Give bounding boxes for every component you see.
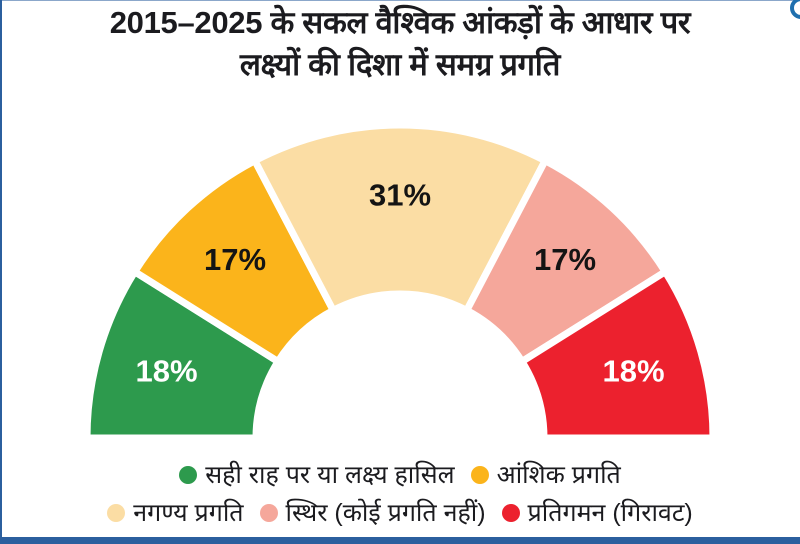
legend-item-1-2: प्रतिगमन (गिरावट) (501, 495, 693, 531)
gauge-segment-value-3: 17% (534, 242, 596, 277)
legend-item-0-0: सही राह पर या लक्ष्य हासिल (179, 457, 455, 493)
gauge-segment-4 (517, 266, 717, 442)
chart-title: 2015–2025 के सकल वैश्विक आंकड़ों के आधार… (0, 2, 800, 86)
gauge-segment-value-2: 31% (369, 178, 431, 213)
legend-item-label: प्रतिगमन (गिरावट) (527, 499, 693, 527)
gauge-segment-value-4: 18% (602, 353, 664, 388)
gauge-segment-value-0: 18% (135, 353, 197, 388)
publisher-logo-partial (790, 0, 800, 19)
legend-dot-icon (179, 466, 198, 484)
top-border-line (0, 0, 800, 1)
left-border-line (0, 0, 2, 544)
legend-item-0-1: आंशिक प्रगति (470, 457, 621, 493)
legend-item-label: स्थिर (कोई प्रगति नहीं) (285, 499, 486, 527)
legend-dot-icon (501, 504, 520, 522)
legend-row-1: सही राह पर या लक्ष्य हासिल आंशिक प्रगति (0, 456, 800, 494)
chart-title-line2: लक्ष्यों की दिशा में समग्र प्रगति (239, 47, 561, 82)
legend-item-1-0: नगण्य प्रगति (107, 495, 244, 531)
legend-item-label: सही राह पर या लक्ष्य हासिल (205, 461, 455, 489)
legend-item-label: आंशिक प्रगति (496, 461, 621, 489)
bottom-accent-bar (0, 537, 800, 544)
legend-row-2: नगण्य प्रगति स्थिर (कोई प्रगति नहीं) प्रति… (0, 494, 800, 532)
legend-dot-icon (107, 504, 126, 522)
chart-legend: सही राह पर या लक्ष्य हासिल आंशिक प्रगति नग… (0, 456, 800, 532)
legend-dot-icon (259, 504, 278, 522)
gauge-segment-2 (250, 121, 550, 316)
legend-item-label: नगण्य प्रगति (133, 499, 244, 527)
legend-item-1-1: स्थिर (कोई प्रगति नहीं) (259, 495, 486, 531)
chart-title-line1: 2015–2025 के सकल वैश्विक आंकड़ों के आधार… (109, 5, 691, 40)
legend-dot-icon (470, 466, 489, 484)
gauge-segment-value-1: 17% (204, 242, 266, 277)
